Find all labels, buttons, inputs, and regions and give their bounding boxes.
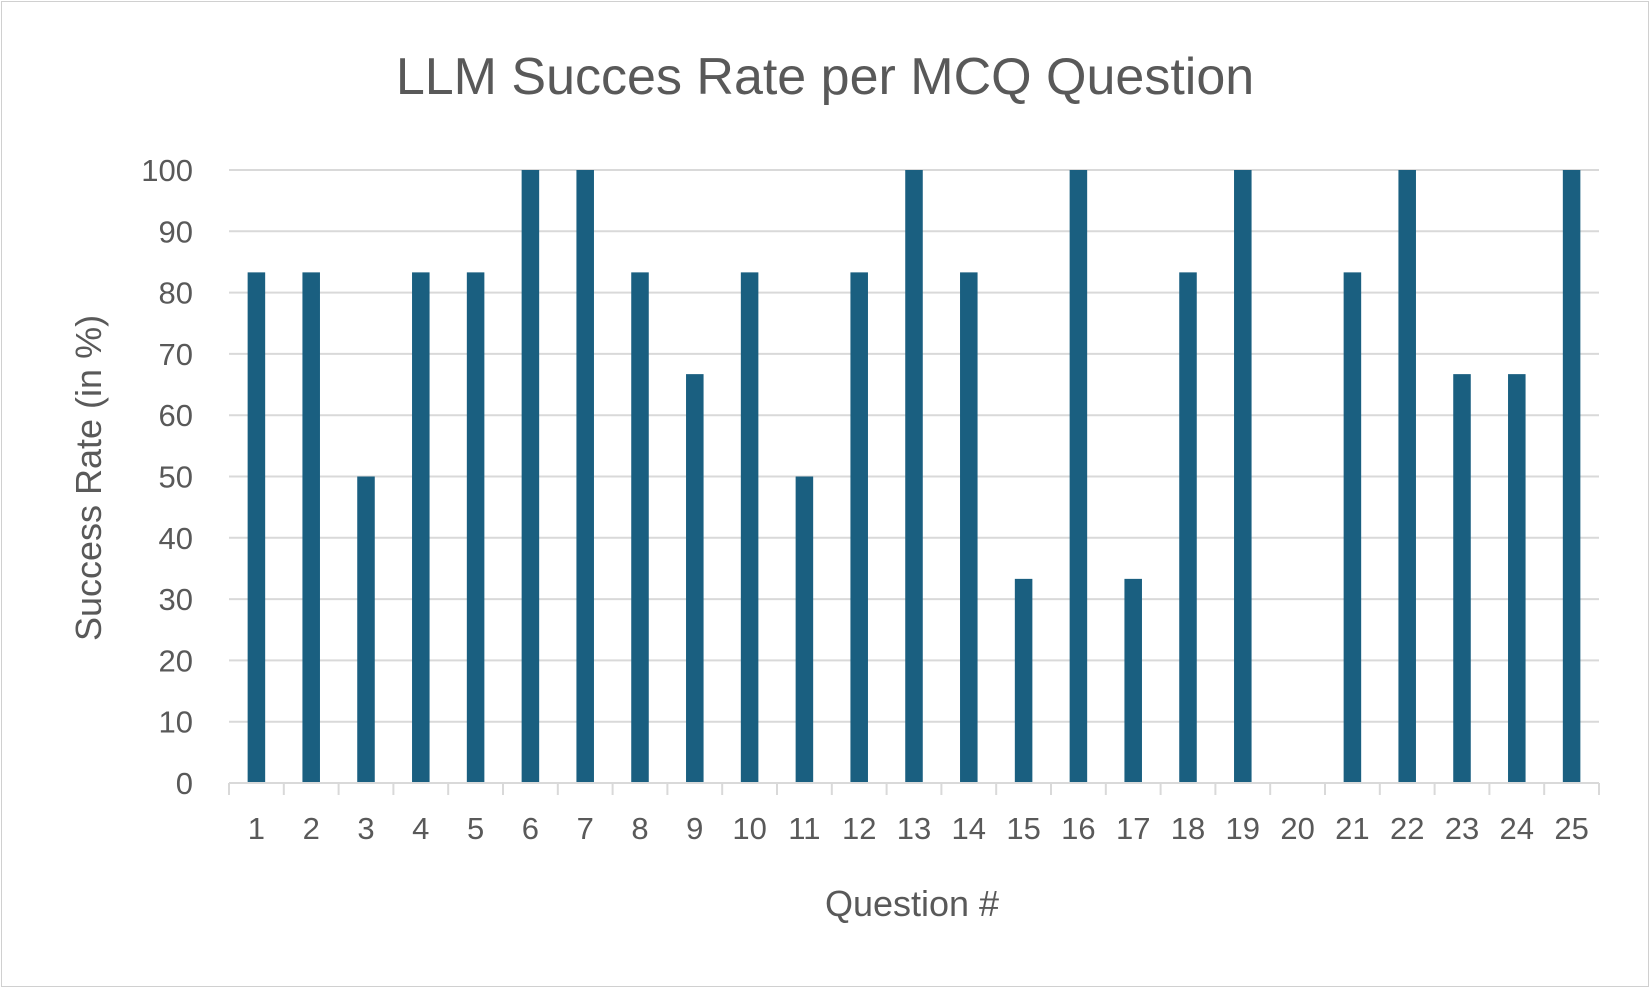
x-tick-label-15: 15 — [1006, 811, 1040, 846]
x-tick-label-6: 6 — [522, 811, 539, 846]
x-tick-label-10: 10 — [732, 811, 766, 846]
bar-9 — [686, 374, 704, 783]
x-tick-label-20: 20 — [1280, 811, 1314, 846]
bars — [247, 170, 1581, 783]
x-tick-label-22: 22 — [1390, 811, 1424, 846]
x-tick-label-1: 1 — [248, 811, 265, 846]
bar-1 — [247, 272, 266, 783]
bar-22 — [1398, 170, 1416, 783]
x-tick-label-19: 19 — [1226, 811, 1260, 846]
x-tick-label-17: 17 — [1116, 811, 1150, 846]
bar-5 — [466, 272, 485, 783]
bar-3 — [357, 476, 375, 783]
x-tick-label-21: 21 — [1335, 811, 1369, 846]
y-tick-label-30: 30 — [159, 582, 193, 617]
y-tick-label-20: 20 — [159, 643, 193, 678]
x-axis: 1 2 3 4 5 6 7 8 9 10 11 12 13 14 15 16 17 18 19 20 21 22 23 24 2… — [228, 782, 1600, 846]
y-axis-ticks: 0 10 20 30 40 50 60 70 80 90 100 — [141, 153, 193, 801]
bar-4 — [412, 272, 430, 783]
x-tick-label-16: 16 — [1061, 811, 1095, 846]
y-axis-title: Success Rate (in %) — [68, 315, 109, 641]
bar-21 — [1343, 272, 1362, 783]
x-tick-label-8: 8 — [631, 811, 648, 846]
y-tick-label-100: 100 — [141, 153, 193, 188]
x-tick-label-4: 4 — [412, 811, 429, 846]
y-tick-label-0: 0 — [176, 766, 193, 801]
y-tick-label-60: 60 — [159, 398, 193, 433]
bar-23 — [1453, 374, 1471, 783]
bar-7 — [576, 170, 594, 783]
x-tick-label-5: 5 — [467, 811, 484, 846]
bar-11 — [795, 476, 814, 783]
y-tick-label-70: 70 — [159, 337, 193, 372]
x-tick-label-13: 13 — [897, 811, 931, 846]
bar-25 — [1562, 170, 1581, 783]
bar-8 — [631, 272, 649, 783]
bar-10 — [740, 272, 759, 783]
x-tick-label-7: 7 — [577, 811, 594, 846]
x-tick-label-9: 9 — [686, 811, 703, 846]
x-tick-label-3: 3 — [357, 811, 374, 846]
x-tick-label-18: 18 — [1171, 811, 1205, 846]
y-tick-label-90: 90 — [159, 214, 193, 249]
x-tick-label-11: 11 — [788, 811, 820, 846]
bar-12 — [850, 272, 868, 783]
x-tick-label-25: 25 — [1554, 811, 1588, 846]
x-tick-label-12: 12 — [842, 811, 876, 846]
bar-14 — [960, 272, 978, 783]
x-tick-label-24: 24 — [1500, 811, 1534, 846]
bar-19 — [1234, 170, 1252, 783]
bar-17 — [1124, 578, 1142, 783]
x-axis-title: Question # — [825, 883, 999, 924]
y-tick-label-50: 50 — [159, 460, 193, 495]
y-tick-label-80: 80 — [159, 276, 193, 311]
bar-15 — [1014, 578, 1033, 783]
x-tick-label-2: 2 — [303, 811, 320, 846]
bar-2 — [302, 272, 320, 783]
y-tick-label-10: 10 — [159, 705, 193, 740]
bar-6 — [521, 170, 540, 783]
chart-title: LLM Succes Rate per MCQ Question — [396, 48, 1254, 106]
x-tick-label-23: 23 — [1445, 811, 1479, 846]
bar-18 — [1179, 272, 1197, 783]
x-tick-label-14: 14 — [952, 811, 986, 846]
bar-24 — [1508, 374, 1526, 783]
bar-16 — [1069, 170, 1088, 783]
y-tick-label-40: 40 — [159, 521, 193, 556]
bar-13 — [905, 170, 923, 783]
